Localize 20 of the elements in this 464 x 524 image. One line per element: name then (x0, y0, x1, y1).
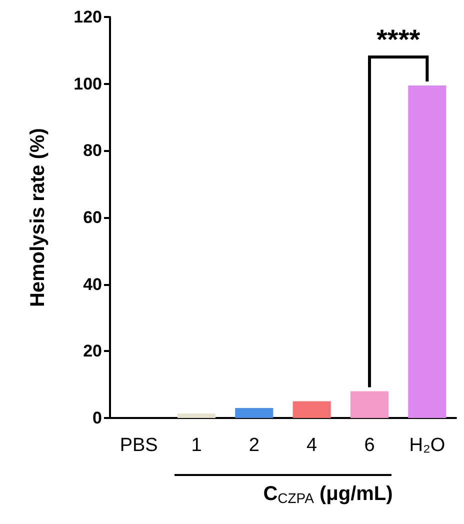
bar (235, 408, 274, 418)
y-tick-label: 60 (83, 208, 102, 227)
x-tick-label: 2 (248, 435, 260, 456)
x-tick-label: H₂O (409, 435, 446, 456)
bar (292, 401, 331, 418)
x-tick-label: 1 (191, 435, 202, 456)
y-axis-title: Hemolysis rate (%) (27, 128, 49, 307)
bar (177, 414, 216, 418)
y-tick-label: 120 (74, 8, 102, 26)
y-tick-label: 100 (74, 74, 102, 94)
bar (350, 391, 389, 418)
y-tick-label: 20 (83, 342, 102, 361)
y-tick-label: 40 (83, 274, 102, 294)
x-tick-label: 6 (364, 435, 375, 456)
annotation: **** (376, 24, 420, 55)
bar (408, 86, 446, 418)
x-tick-label: PBS (120, 435, 158, 456)
y-tick-label: 0 (92, 408, 102, 428)
y-tick-label: 80 (83, 141, 102, 160)
x-tick-label: 4 (306, 435, 318, 456)
